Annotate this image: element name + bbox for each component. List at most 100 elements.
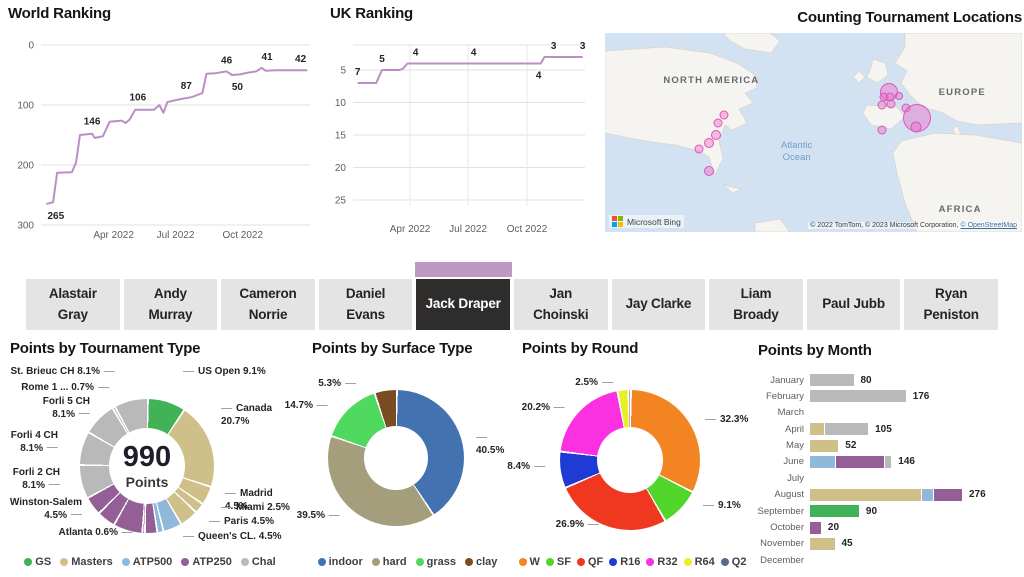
tab-alastair-gray[interactable]: Alastair Gray — [26, 279, 120, 330]
data-point-label: 46 — [221, 55, 233, 66]
legend-item-hard[interactable]: hard — [371, 556, 407, 568]
tournament-location-bubble[interactable] — [710, 130, 721, 141]
region-label-north-america: NORTH AMERICA — [663, 74, 760, 86]
tab-label: Paul Jubb — [822, 296, 885, 312]
world-ranking-chart[interactable]: 0 100 200 300 Apr 2022 Jul 2022 Oct 2022 265 146… — [8, 5, 326, 253]
legend-item-atp500[interactable]: ATP500 — [121, 556, 172, 568]
month-bar-track — [810, 455, 892, 468]
tab-daniel-evans[interactable]: Daniel Evans — [318, 279, 413, 330]
legend-label: QF — [587, 556, 604, 568]
uk-ranking-line — [357, 56, 583, 84]
legend-item-qf[interactable]: QF — [576, 556, 604, 568]
tournament-location-bubble[interactable] — [877, 125, 887, 135]
selected-tab-accent-bar — [415, 262, 512, 277]
month-bar-segment[interactable] — [810, 455, 835, 468]
tournament-location-bubble[interactable] — [694, 144, 704, 154]
legend-item-indoor[interactable]: indoor — [317, 556, 363, 568]
tournament-slice-label: Forli 5 CH 8.1% — [42, 396, 90, 420]
tournament-location-bubble[interactable] — [910, 121, 922, 133]
openstreetmap-link[interactable]: © OpenStreetMap — [960, 222, 1017, 229]
legend-label: ATP250 — [192, 556, 232, 568]
legend-dot — [317, 558, 326, 566]
legend-dot — [609, 558, 618, 566]
legend-item-sf[interactable]: SF — [545, 556, 571, 568]
legend-item-atp250[interactable]: ATP250 — [181, 556, 232, 568]
round-slice-label: 32.3% — [705, 414, 748, 427]
tab-jay-clarke[interactable]: Jay Clarke — [611, 279, 706, 330]
logo-square — [612, 216, 617, 221]
round-slice-label: 9.1% — [703, 500, 741, 513]
month-bar-segment[interactable] — [810, 439, 839, 452]
surface-legend: indoor hard grass clay — [300, 556, 515, 568]
tab-andy-murray[interactable]: Andy Murray — [123, 279, 218, 330]
tournament-location-bubble[interactable] — [877, 100, 887, 110]
month-bar-segment[interactable] — [810, 488, 922, 501]
surface-slice-label: 14.7% — [285, 400, 328, 413]
svg-text:Apr 2022: Apr 2022 — [390, 224, 431, 235]
tournament-location-bubble[interactable] — [894, 92, 903, 101]
month-label: April — [784, 423, 804, 435]
month-value-label: 20 — [827, 522, 840, 534]
month-bar-segment[interactable] — [810, 374, 854, 386]
tournament-slice-label: Miami 2.5% — [221, 502, 290, 515]
month-label: May — [786, 440, 804, 452]
month-bar-segment[interactable] — [932, 488, 962, 501]
month-bar-segment[interactable] — [810, 537, 835, 550]
month-label: July — [787, 472, 804, 484]
legend-label: GS — [35, 556, 52, 568]
svg-text:5: 5 — [340, 66, 346, 77]
legend-dot — [121, 558, 130, 566]
month-bar-segment[interactable] — [835, 455, 884, 468]
tab-jack-draper[interactable]: Jack Draper — [415, 262, 512, 330]
tournament-slice-label: Paris 4.5% — [209, 516, 274, 529]
svg-text:200: 200 — [17, 161, 34, 172]
tournament-location-bubble[interactable] — [703, 138, 714, 149]
month-bar-segment[interactable] — [810, 390, 906, 403]
tab-label: Jay Clarke — [625, 296, 692, 312]
data-point-label: 4 — [536, 71, 542, 82]
legend-dot — [518, 558, 527, 566]
tournament-location-bubble[interactable] — [713, 118, 723, 128]
tab-paul-jubb[interactable]: Paul Jubb — [806, 279, 901, 330]
uk-ranking-chart[interactable]: 5 10 15 20 25 Apr 2022 Jul 2022 Oct 2022 7 5 4 4 4 3 3 — [330, 5, 598, 253]
month-value-label: 52 — [845, 440, 857, 452]
legend-item-r32[interactable]: R32 — [646, 556, 678, 568]
month-bar-track — [810, 537, 835, 550]
month-bar-segment[interactable] — [883, 455, 892, 468]
legend-dot — [683, 558, 692, 566]
tournament-location-bubble[interactable] — [719, 110, 729, 120]
legend-label: indoor — [328, 556, 363, 568]
legend-item-clay[interactable]: clay — [465, 556, 497, 568]
map-canvas[interactable]: NORTH AMERICA EUROPE AFRICA Atlantic Oce… — [605, 33, 1022, 232]
legend-item-masters[interactable]: Masters — [60, 556, 113, 568]
legend-item-chal[interactable]: Chal — [240, 556, 276, 568]
round-donut-area: 2.5% 20.2% 8.4% 26.9% 32.3% 9.1% W SF QF R16 R32 R6… — [507, 340, 750, 574]
legend-item-r64[interactable]: R64 — [683, 556, 715, 568]
tab-jan-choinski[interactable]: Jan Choinski — [513, 279, 608, 330]
surface-slice-label: 39.5% — [297, 510, 340, 523]
tournament-slice-label: Winston-Salem 4.5% — [9, 497, 82, 521]
month-label: March — [777, 407, 804, 419]
map-title: Counting Tournament Locations — [797, 9, 1022, 26]
legend-item-w[interactable]: W — [518, 556, 540, 568]
data-point-label: 4 — [413, 48, 419, 59]
legend-item-q2[interactable]: Q2 — [720, 556, 746, 568]
month-bar-segment[interactable] — [810, 505, 859, 518]
legend-item-gs[interactable]: GS — [24, 556, 51, 568]
legend-item-grass[interactable]: grass — [415, 556, 456, 568]
tournament-location-bubble[interactable] — [886, 99, 896, 109]
legend-label: Masters — [71, 556, 113, 568]
legend-item-r16[interactable]: R16 — [609, 556, 640, 568]
month-bar-track — [810, 488, 962, 501]
month-bar-chart: January 80 February 176 March April 105 May 52 Ju… — [752, 374, 1022, 571]
month-bar-segment[interactable] — [823, 423, 869, 436]
tab-ryan-peniston[interactable]: Ryan Peniston — [904, 279, 998, 330]
month-bar-segment[interactable] — [810, 423, 824, 436]
data-point-label: 42 — [295, 54, 307, 65]
tab-cameron-norrie[interactable]: Cameron Norrie — [221, 279, 315, 330]
tab-liam-broady[interactable]: Liam Broady — [709, 279, 803, 330]
tournament-location-bubble[interactable] — [703, 166, 714, 177]
month-bar-segment[interactable] — [810, 521, 821, 534]
month-bar-segment[interactable] — [921, 488, 933, 501]
month-row-march: March — [752, 407, 1022, 419]
